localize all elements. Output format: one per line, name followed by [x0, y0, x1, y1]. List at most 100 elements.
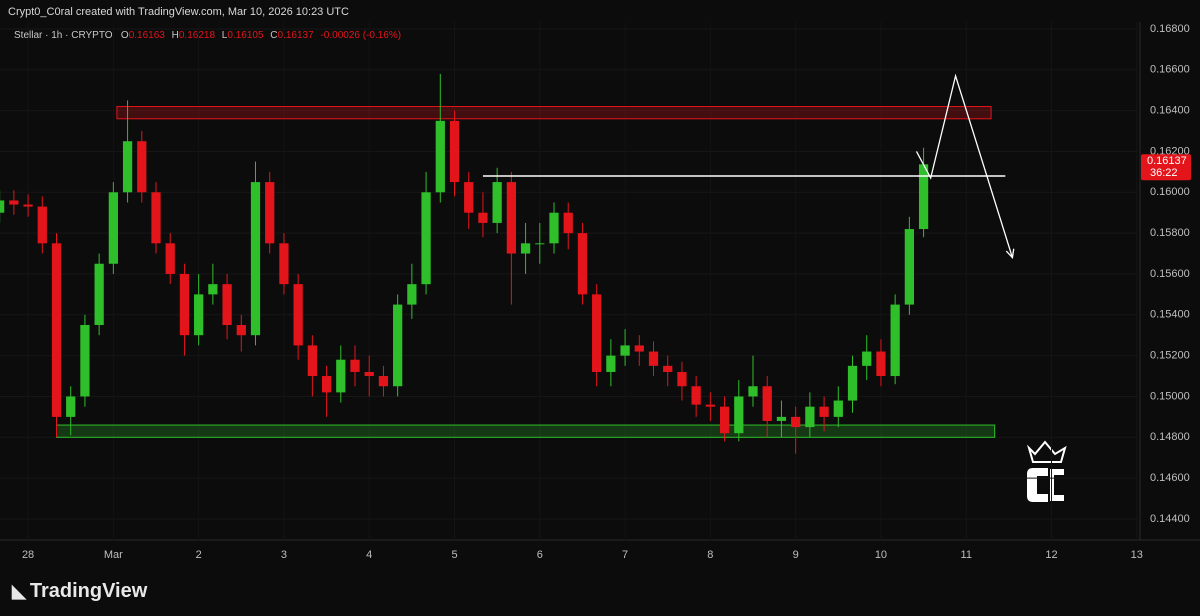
ohlc-label: L — [221, 30, 228, 41]
y-tick-label: 0.16400 — [1150, 105, 1190, 117]
price-label-bg — [1141, 154, 1191, 181]
candle-body — [222, 284, 232, 326]
x-tick-label: 8 — [707, 549, 713, 561]
x-tick-label: 9 — [793, 549, 799, 561]
candle-body — [791, 416, 801, 428]
candle-body — [165, 243, 175, 274]
candle-body — [549, 212, 559, 244]
y-tick-label: 0.15200 — [1150, 350, 1190, 362]
candle-body — [23, 204, 33, 207]
candle-body — [748, 386, 758, 397]
candle-body — [918, 164, 929, 230]
candle-body — [847, 365, 858, 401]
candle-body — [563, 212, 573, 234]
price-label: 0.16137 — [1147, 155, 1187, 167]
candle-body — [37, 206, 47, 244]
candle-body — [208, 284, 218, 295]
watermark-logo — [1026, 440, 1067, 503]
candle-body — [890, 304, 900, 377]
candle-body — [51, 243, 62, 417]
resistance-zone — [116, 106, 992, 120]
candle-body — [151, 192, 161, 244]
x-tick-label: 13 — [1131, 549, 1143, 561]
candle-body — [279, 243, 289, 285]
candle-body — [321, 376, 332, 393]
x-tick-label: 6 — [537, 549, 543, 561]
candle-body — [592, 294, 602, 372]
candle-body — [66, 396, 76, 417]
x-tick-label: 4 — [366, 549, 372, 561]
y-tick-label: 0.14400 — [1150, 513, 1190, 525]
candle-body — [762, 386, 772, 421]
candle-body — [194, 294, 204, 336]
ohlc-label: H — [171, 30, 179, 41]
candle-body — [179, 273, 190, 336]
y-tick-label: 0.16600 — [1150, 64, 1190, 76]
ohlc-value: 0.16218 — [178, 30, 216, 41]
candle-body — [776, 416, 787, 421]
candle-body — [734, 396, 744, 434]
brand: ◣ TradingView — [12, 580, 147, 603]
x-tick-label: 5 — [451, 549, 457, 561]
arrow-head — [1005, 248, 1015, 260]
symbol-info: Stellar · 1h · CRYPTO O0.16163 H0.16218 … — [14, 30, 405, 41]
y-tick-label: 0.16800 — [1150, 23, 1190, 35]
candle-body — [520, 243, 531, 254]
symbol: Stellar · 1h · CRYPTO — [14, 30, 113, 41]
candle-body — [293, 284, 303, 346]
candle-body — [663, 365, 673, 372]
brand-name: TradingView — [29, 580, 148, 602]
support-zone — [56, 424, 996, 438]
candle-body — [265, 182, 275, 244]
candle-body — [705, 404, 715, 407]
candle-body — [421, 192, 431, 285]
ohlc-label: C — [270, 30, 278, 41]
x-tick-label: 28 — [22, 549, 34, 561]
candle-body — [634, 345, 644, 352]
candle-body — [364, 371, 374, 377]
y-tick-label: 0.15800 — [1150, 227, 1190, 239]
candle-body — [819, 406, 829, 417]
y-tick-label: 0.15600 — [1150, 268, 1190, 280]
x-tick-label: 11 — [961, 549, 972, 561]
countdown: 36:22 — [1150, 167, 1178, 179]
candle-body — [577, 233, 588, 295]
y-tick-label: 0.15000 — [1150, 390, 1190, 402]
x-tick-label: 2 — [196, 549, 202, 561]
candle-body — [336, 359, 346, 393]
candle-body — [719, 406, 730, 434]
x-tick-label: 12 — [1045, 549, 1057, 561]
attribution: Crypt0_C0ral created with TradingView.co… — [8, 6, 349, 18]
candle-body — [492, 182, 502, 223]
x-tick-label: Mar — [104, 549, 123, 561]
change: -0.00026 (-0.16%) — [320, 30, 402, 41]
ohlc-value: 0.16137 — [277, 30, 314, 41]
x-tick-label: 3 — [281, 549, 287, 561]
ohlc-label: O — [120, 30, 129, 41]
candle-body — [435, 120, 445, 193]
candle-body — [478, 212, 488, 223]
x-tick-label: 10 — [875, 549, 887, 561]
candle-body — [407, 284, 417, 305]
x-tick-label: 7 — [622, 549, 628, 561]
candle-body — [9, 200, 19, 205]
candle-body — [307, 345, 317, 377]
brand-icon: ◣ — [12, 581, 26, 601]
candle-body — [80, 325, 90, 397]
y-tick-label: 0.15400 — [1150, 309, 1190, 321]
candle-body — [677, 371, 687, 387]
ohlc-value: 0.16105 — [227, 30, 264, 41]
candle-body — [506, 182, 516, 254]
y-tick-label: 0.16000 — [1150, 186, 1190, 198]
candle-body — [449, 120, 460, 183]
candle-body — [122, 141, 133, 193]
candle-body — [620, 345, 630, 356]
candle-body — [805, 406, 815, 428]
candle-body — [0, 200, 5, 213]
candle-body — [137, 141, 147, 193]
candle-body — [350, 359, 360, 372]
candle-body — [833, 400, 843, 417]
candle-body — [464, 182, 474, 213]
candle-body — [862, 351, 872, 366]
